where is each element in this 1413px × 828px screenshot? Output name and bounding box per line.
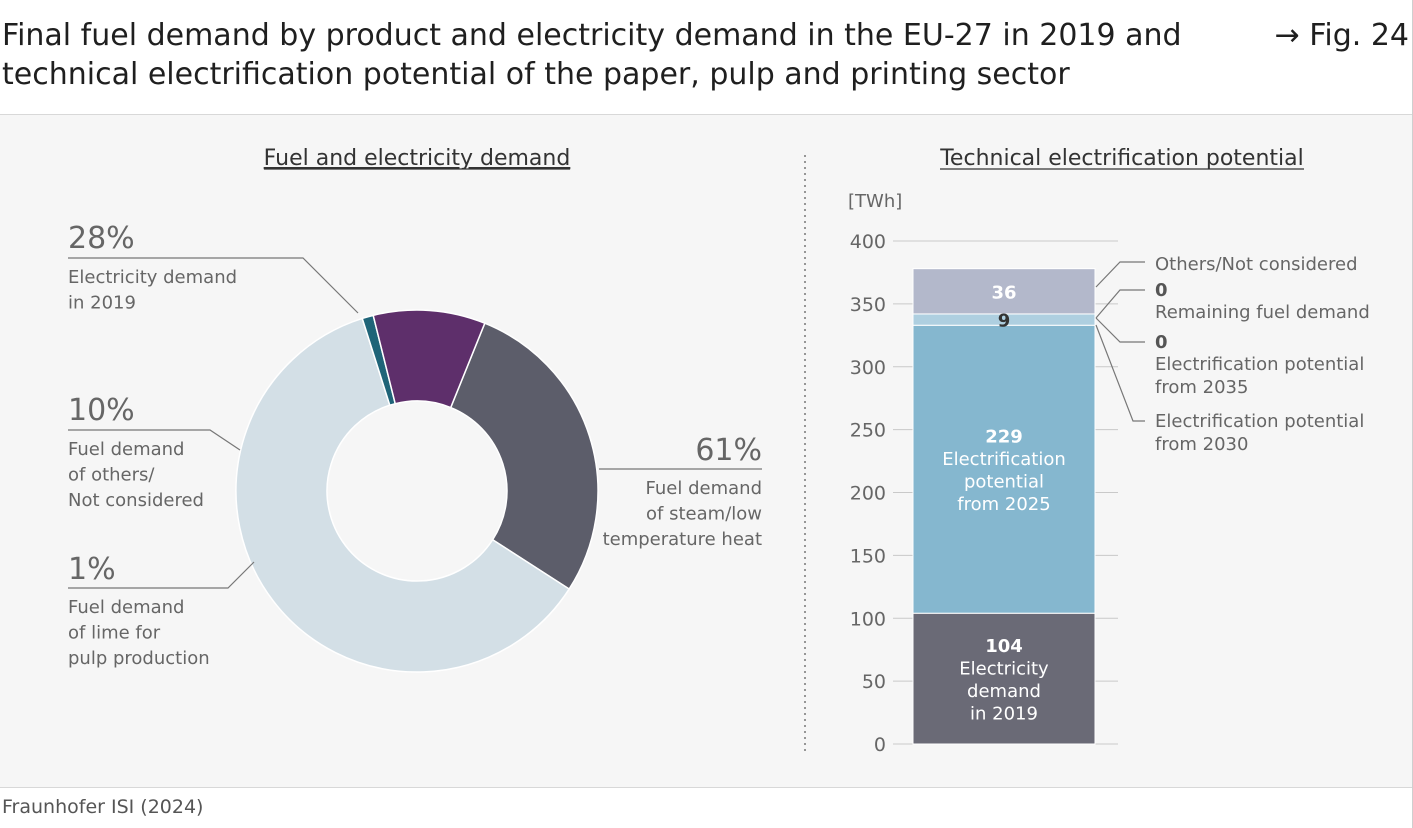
bar-value-label-2: 9 [998, 311, 1011, 332]
header: Final fuel demand by product and electri… [0, 0, 1413, 114]
bar-value-label-1: 229 [985, 426, 1023, 447]
y-tick-label-400: 400 [850, 231, 886, 253]
bar-inner-label-1-0: Electrification [942, 449, 1066, 470]
legend-leader-0 [1095, 261, 1145, 288]
pie-slice-label-3-1: of others/ [68, 465, 155, 486]
y-tick-label-150: 150 [850, 545, 886, 567]
pie-pct-label-0: 28% [68, 221, 135, 256]
pie-slice-label-2-0: Fuel demand [68, 597, 184, 618]
pie-slice-label-3-0: Fuel demand [68, 439, 184, 460]
legend-label-3-0: Electrification potential [1155, 411, 1364, 432]
bar-inner-label-0-1: demand [967, 681, 1041, 702]
y-tick-label-300: 300 [850, 357, 886, 379]
y-tick-label-100: 100 [850, 608, 886, 630]
y-tick-label-0: 0 [874, 734, 886, 756]
bar-segment-5 [912, 268, 1096, 315]
legend-label-0-0: Others/Not considered [1155, 254, 1358, 275]
pie-leader-line-2 [68, 561, 255, 589]
legend-label-1-0: Remaining fuel demand [1155, 302, 1370, 323]
pie-slice-label-1-2: temperature heat [603, 529, 762, 550]
bar-segment-1 [912, 324, 1096, 614]
pie-labels: 28% Electricity demand in 2019 61% Fuel dema… [68, 221, 762, 669]
legend-value-1: 0 [1155, 280, 1168, 301]
pie-pct-label-3: 10% [68, 393, 135, 428]
legend-label-2-0: Electrification potential [1155, 354, 1364, 375]
bar-inner-label-1-1: potential [964, 471, 1044, 492]
bar-title: Technical electrification potential [939, 146, 1304, 171]
source-note: Fraunhofer ISI (2024) [2, 796, 204, 818]
chart-panel [0, 114, 1413, 788]
chart-title-line-1: Final fuel demand by product and electri… [2, 18, 1182, 53]
pie-slices [235, 309, 599, 673]
figure-reference: → Fig. 24 [1274, 18, 1409, 53]
legend-leader-3 [1095, 324, 1145, 422]
pie-pct-label-1: 61% [695, 433, 762, 468]
legend-value-2: 0 [1155, 332, 1168, 353]
pie-slice-label-1-0: Fuel demand [646, 478, 762, 499]
pie-slice-0 [449, 322, 599, 591]
chart-title-line-2: technical electrification potential of t… [2, 57, 1070, 92]
y-axis-label: [TWh] [848, 191, 902, 212]
pie-leader-line-0 [68, 257, 359, 314]
pie-slice-label-0-0: Electricity demand [68, 267, 237, 288]
pie-slice-3 [372, 309, 486, 409]
y-tick-label-50: 50 [862, 671, 886, 693]
pie-leader-line-3 [68, 429, 241, 451]
legend-leader-2 [1095, 317, 1145, 343]
y-tick-label-250: 250 [850, 420, 886, 442]
pie-slice-label-1-1: of steam/low [646, 504, 762, 525]
bar-value-label-5: 36 [991, 282, 1016, 303]
pie-slice-label-2-2: pulp production [68, 648, 210, 669]
bar-segment-0 [912, 612, 1096, 745]
bar-value-label-0: 104 [985, 636, 1023, 657]
legend-label-2-1: from 2035 [1155, 377, 1248, 398]
pie-slice-label-0-1: in 2019 [68, 293, 136, 314]
pie-title: Fuel and electricity demand [264, 146, 571, 171]
pie-pct-label-2: 1% [68, 552, 116, 587]
pie-slice-label-2-1: of lime for [68, 623, 161, 644]
bar-inner-label-0-0: Electricity [959, 658, 1049, 679]
bar-inner-label-1-2: from 2025 [957, 494, 1050, 515]
chart-title: Final fuel demand by product and electri… [2, 16, 1232, 94]
bar-inner-label-0-2: in 2019 [970, 703, 1038, 724]
pie-slice-1 [235, 317, 571, 673]
y-tick-label-350: 350 [850, 294, 886, 316]
legend-leader-1 [1095, 289, 1145, 319]
legend-label-3-1: from 2030 [1155, 434, 1248, 455]
pie-slice-label-3-2: Not considered [68, 490, 204, 511]
y-tick-label-200: 200 [850, 483, 886, 505]
